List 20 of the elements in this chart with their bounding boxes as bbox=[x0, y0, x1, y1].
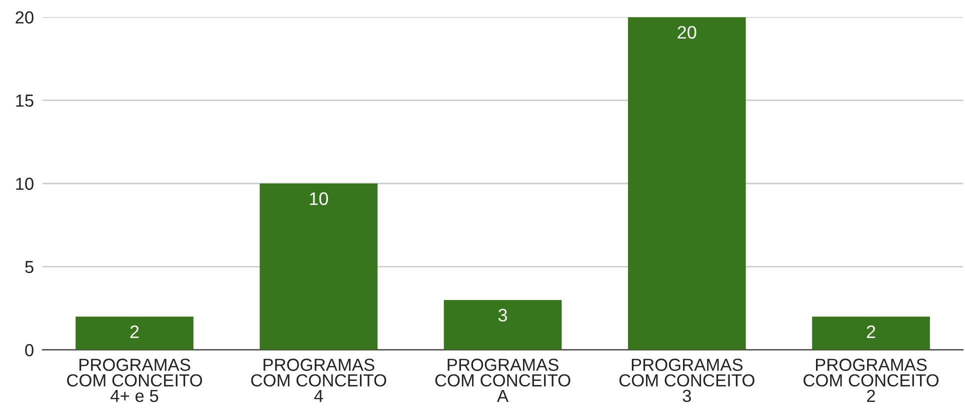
bar bbox=[628, 17, 746, 350]
x-tick-label: PROGRAMAS COM CONCEITO 4 bbox=[251, 358, 386, 402]
data-label: 2 bbox=[866, 325, 876, 338]
y-tick-label: 10 bbox=[16, 178, 34, 190]
x-tick-label: PROGRAMAS COM CONCEITO 2 bbox=[804, 358, 939, 402]
y-tick-label: 0 bbox=[25, 344, 34, 356]
bar bbox=[260, 184, 378, 350]
x-tick-label: PROGRAMAS COM CONCEITO A bbox=[435, 358, 570, 402]
x-tick-label: PROGRAMAS COM CONCEITO 3 bbox=[619, 358, 754, 402]
data-label: 2 bbox=[130, 325, 139, 338]
bar bbox=[812, 316, 930, 350]
data-label: 3 bbox=[498, 308, 507, 322]
data-label: 10 bbox=[310, 192, 328, 206]
bar bbox=[444, 300, 562, 350]
y-tick-label: 20 bbox=[16, 11, 34, 24]
x-tick-label: PROGRAMAS COM CONCEITO 4+ e 5 bbox=[67, 358, 202, 402]
bar bbox=[76, 316, 194, 350]
data-label: 20 bbox=[678, 26, 696, 39]
y-tick-label: 5 bbox=[25, 261, 34, 274]
y-tick-label: 15 bbox=[16, 94, 34, 107]
